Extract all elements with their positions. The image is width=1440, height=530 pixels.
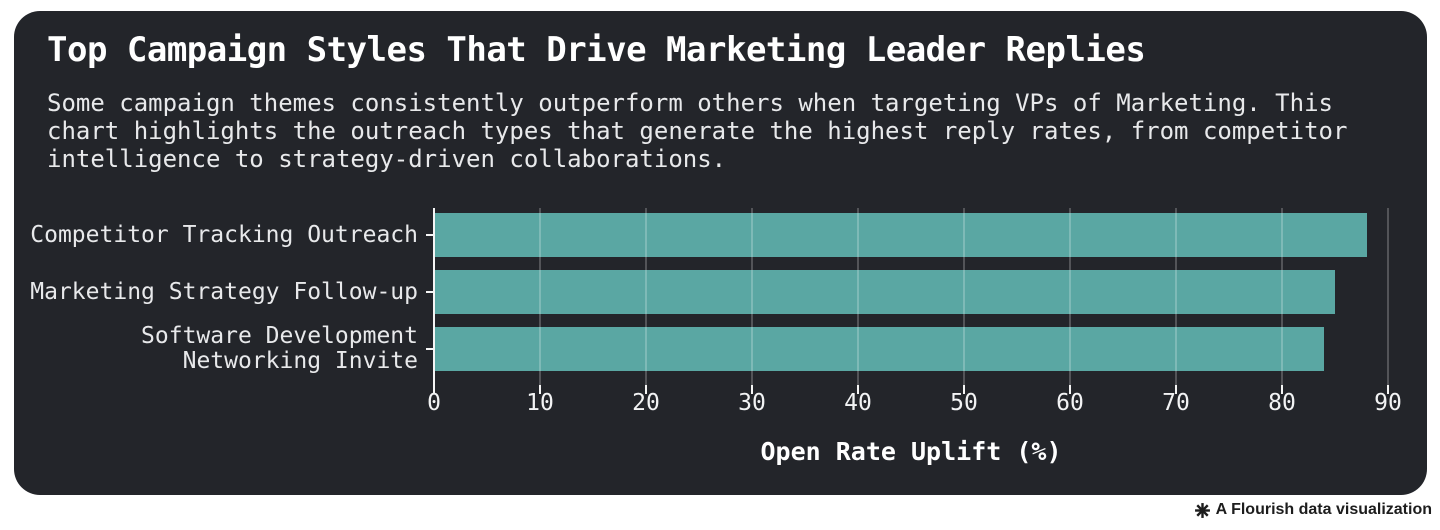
flourish-star-icon — [1194, 502, 1210, 518]
x-tick-label: 60 — [1056, 390, 1084, 416]
flourish-credit-link[interactable]: A Flourish data visualization — [1194, 501, 1432, 519]
x-tick-label: 50 — [950, 390, 978, 416]
x-axis-tick — [751, 385, 753, 394]
x-tick-label: 40 — [844, 390, 872, 416]
gridline — [751, 208, 753, 385]
gridline — [645, 208, 647, 385]
x-axis-tick — [1175, 385, 1177, 394]
x-axis-tick — [1069, 385, 1071, 394]
x-tick-label: 20 — [632, 390, 660, 416]
x-axis-tick — [857, 385, 859, 394]
category-label: Competitor Tracking Outreach — [18, 207, 418, 263]
category-label-text: Marketing Strategy Follow-up — [30, 278, 418, 305]
gridline — [539, 208, 541, 385]
plot-area: 0 10 20 30 40 50 60 70 80 90 Competitor Tracking O… — [14, 11, 1427, 495]
category-label-text: Competitor Tracking Outreach — [30, 221, 418, 248]
x-tick-label: 30 — [738, 390, 766, 416]
x-tick-label: 90 — [1374, 390, 1402, 416]
gridline — [1387, 208, 1389, 385]
y-axis-tick — [426, 234, 435, 236]
gridline — [963, 208, 965, 385]
y-axis-tick — [426, 348, 435, 350]
gridline — [1069, 208, 1071, 385]
bar[interactable] — [434, 213, 1367, 257]
x-axis-tick — [1281, 385, 1283, 394]
x-tick-label: 80 — [1268, 390, 1296, 416]
gridline — [1281, 208, 1283, 385]
bar[interactable] — [434, 327, 1325, 371]
x-axis-label: Open Rate Uplift (%) — [760, 437, 1062, 466]
y-axis-tick — [426, 291, 435, 293]
x-axis-tick — [433, 385, 435, 394]
x-axis-tick — [963, 385, 965, 394]
x-axis-tick — [539, 385, 541, 394]
x-tick-label: 10 — [526, 390, 554, 416]
bar[interactable] — [434, 270, 1335, 314]
x-tick-label: 0 — [427, 390, 441, 416]
category-label: Software Development Networking Invite — [18, 321, 418, 377]
chart-subtitle: Some campaign themes consistently outper… — [47, 89, 1348, 173]
flourish-credit-label: A Flourish data visualization — [1215, 501, 1432, 518]
gridline — [857, 208, 859, 385]
x-tick-label: 70 — [1162, 390, 1190, 416]
chart-card: Top Campaign Styles That Drive Marketing… — [14, 11, 1427, 495]
category-label-text: Software Development Networking Invite — [141, 323, 418, 374]
x-axis-tick — [645, 385, 647, 394]
x-axis-tick — [1387, 385, 1389, 394]
gridline — [1175, 208, 1177, 385]
chart-title: Top Campaign Styles That Drive Marketing… — [47, 30, 1146, 70]
category-label: Marketing Strategy Follow-up — [18, 264, 418, 320]
y-axis-line — [433, 208, 435, 385]
